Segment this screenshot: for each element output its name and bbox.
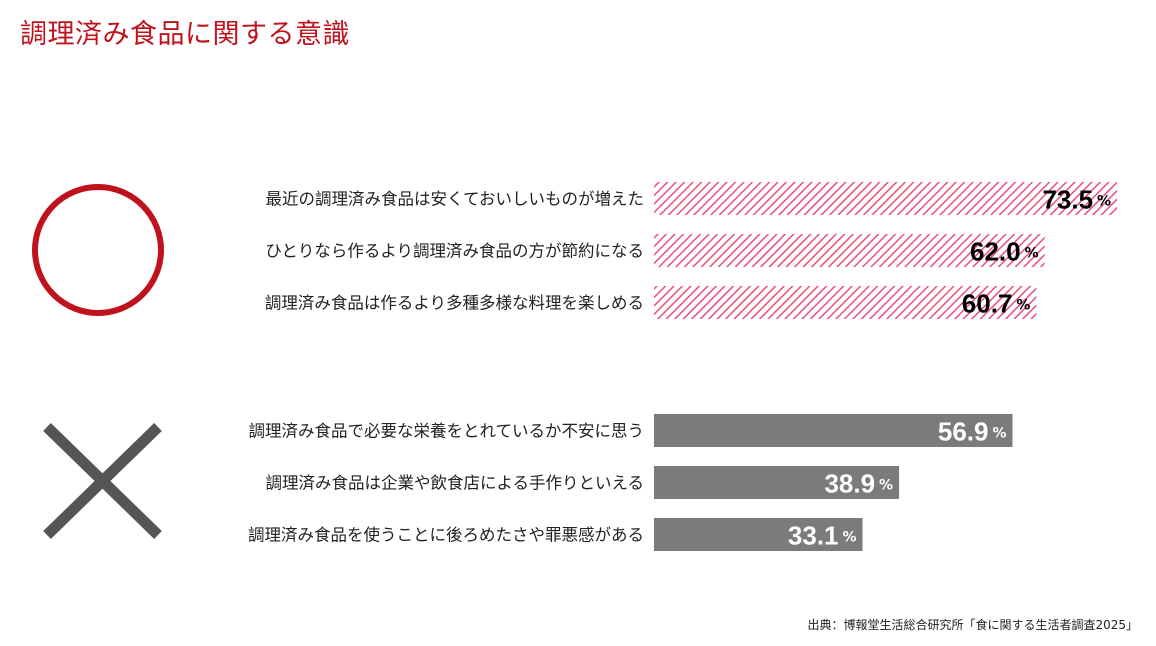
- bar: [654, 234, 1045, 267]
- data-unit-label: %: [879, 478, 893, 494]
- data-value-label: 38.9: [824, 469, 875, 499]
- circle-icon: [32, 184, 164, 316]
- data-value-label: 56.9: [938, 417, 989, 447]
- category-label: 最近の調理済み食品は安くておいしいものが増えた: [265, 190, 644, 209]
- category-label: 調理済み食品で必要な栄養をとれているか不安に思う: [248, 422, 644, 441]
- negative-group-symbol: [43, 423, 162, 539]
- bar: [654, 518, 863, 551]
- category-label: 調理済み食品は作るより多種多様な料理を楽しめる: [265, 294, 644, 313]
- bars-layer: 最近の調理済み食品は安くておいしいものが増えた %73.5ひとりなら作るより調理済…: [248, 182, 1118, 551]
- category-label: ひとりなら作るより調理済み食品の方が節約になる: [265, 242, 644, 261]
- data-value-label: 73.5: [1042, 185, 1093, 215]
- data-unit-label: %: [842, 530, 856, 546]
- data-value-label: 33.1: [788, 521, 839, 551]
- data-unit-label: %: [992, 426, 1006, 442]
- data-unit-label: %: [1016, 298, 1030, 314]
- source-note: 出典：博報堂生活総合研究所「食に関する生活者調査2025」: [807, 618, 1138, 632]
- cross-icon-stroke-2: [43, 423, 162, 539]
- data-unit-label: %: [1025, 246, 1039, 262]
- bar: [654, 182, 1118, 215]
- data-unit-label: %: [1097, 194, 1111, 210]
- positive-group-symbol: [32, 184, 164, 316]
- bar: [654, 286, 1037, 319]
- category-label: 調理済み食品を使うことに後ろめたさや罪悪感がある: [248, 526, 644, 545]
- category-label: 調理済み食品は企業や飲食店による手作りといえる: [265, 474, 644, 493]
- bar: [654, 414, 1013, 447]
- data-value-label: 60.7: [962, 289, 1013, 319]
- bar: [654, 466, 900, 499]
- chart-title: 調理済み食品に関する意識: [20, 19, 350, 50]
- data-value-label: 62.0: [970, 237, 1021, 267]
